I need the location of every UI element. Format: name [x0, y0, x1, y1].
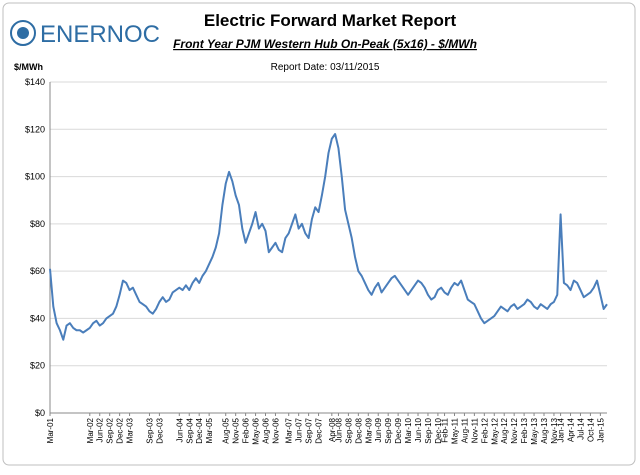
x-tick-label: Mar-02 — [86, 417, 95, 443]
chart-border — [2, 2, 636, 466]
x-tick-label: Dec-09 — [394, 417, 403, 443]
x-tick-label: Dec-03 — [155, 417, 164, 443]
y-tick-label: $40 — [30, 313, 45, 323]
x-tick-label: Dec-07 — [315, 417, 324, 443]
x-tick-label: Aug-11 — [460, 417, 469, 443]
chart-title: Electric Forward Market Report — [204, 11, 457, 30]
y-tick-label: $20 — [30, 361, 45, 371]
x-tick-label: Mar-09 — [364, 417, 373, 443]
y-axis-label: $/MWh — [14, 62, 43, 72]
y-tick-label: $0 — [35, 408, 45, 418]
x-tick-label: Dec-10 — [434, 417, 443, 443]
x-tick-label: Mar-07 — [285, 417, 294, 443]
x-tick-label: Nov-11 — [470, 417, 479, 443]
x-tick-label: Sep-07 — [305, 417, 314, 443]
x-tick-label: Sep-09 — [384, 417, 393, 443]
x-tick-label: Nov-12 — [510, 417, 519, 443]
x-tick-label: Oct-14 — [586, 417, 595, 442]
x-tick-label: Dec-02 — [116, 417, 125, 443]
report-date: Report Date: 03/11/2015 — [271, 62, 380, 73]
x-tick-label: Mar-01 — [46, 417, 55, 443]
x-tick-label: Aug-13 — [540, 417, 549, 443]
x-tick-label: Aug-06 — [262, 417, 271, 443]
x-tick-label: May-13 — [530, 417, 539, 444]
x-tick-label: Dec-04 — [195, 417, 204, 443]
x-tick-label: Apr-14 — [567, 417, 576, 442]
x-tick-label: Sep-08 — [344, 417, 353, 443]
logo-icon — [10, 20, 36, 46]
x-tick-label: Apr-08 — [328, 417, 337, 442]
y-tick-label: $80 — [30, 219, 45, 229]
x-tick-label: May-06 — [252, 417, 261, 444]
x-tick-label: Nov-06 — [271, 417, 280, 443]
x-tick-label: May-12 — [490, 417, 499, 444]
x-tick-label: Nov-13 — [550, 417, 559, 443]
x-tick-label: Jun-09 — [374, 417, 383, 442]
x-tick-label: Jun-10 — [414, 417, 423, 442]
y-tick-label: $100 — [25, 172, 45, 182]
x-tick-label: Jul-14 — [576, 417, 585, 439]
price-line — [49, 133, 608, 341]
y-tick-label: $120 — [25, 124, 45, 134]
x-tick-label: Sep-10 — [424, 417, 433, 443]
x-tick-label: Feb-11 — [441, 417, 450, 442]
x-tick-label: Nov-05 — [232, 417, 241, 443]
x-tick-label: Sep-04 — [185, 417, 194, 443]
x-tick-label: Jun-04 — [175, 417, 184, 442]
x-tick-label: Feb-06 — [242, 417, 251, 443]
x-tick-label: Jan-14 — [557, 417, 566, 442]
x-tick-label: Jun-02 — [96, 417, 105, 442]
x-tick-label: Aug-12 — [500, 417, 509, 443]
x-tick-label: Mar-10 — [404, 417, 413, 443]
x-tick-label: Feb-12 — [480, 417, 489, 443]
x-tick-label: Sep-03 — [145, 417, 154, 443]
x-tick-label: Dec-08 — [354, 417, 363, 443]
x-tick-label: Jan-15 — [596, 417, 605, 442]
x-tick-label: Jun-07 — [295, 417, 304, 442]
x-tick-label: Mar-05 — [205, 417, 214, 443]
x-tick-label: Aug-05 — [222, 417, 231, 443]
x-tick-label: Sep-02 — [106, 417, 115, 443]
y-tick-label: $60 — [30, 266, 45, 276]
x-tick-label: Jun-08 — [334, 417, 343, 442]
chart-subtitle: Front Year PJM Western Hub On-Peak (5x16… — [173, 37, 477, 51]
logo: ENERNOC — [40, 21, 160, 48]
logo-icon-core — [17, 27, 29, 39]
x-tick-label: Feb-13 — [520, 417, 529, 443]
y-tick-label: $140 — [25, 77, 45, 87]
x-tick-label: May-11 — [450, 417, 459, 444]
x-tick-label: Mar-03 — [126, 417, 135, 443]
